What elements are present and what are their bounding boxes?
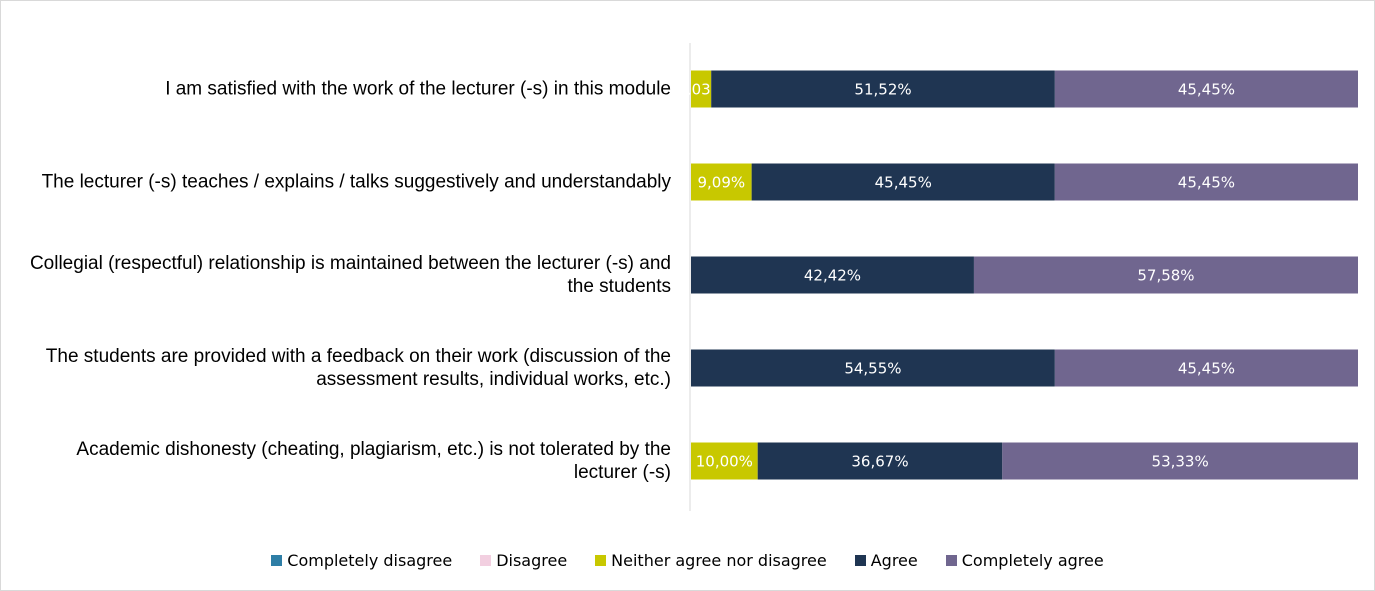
- legend-swatch: [271, 555, 283, 566]
- category-label: I am satisfied with the work of the lect…: [165, 78, 671, 100]
- legend-swatch: [480, 555, 492, 566]
- legend-item: Agree: [854, 551, 918, 570]
- category-label: The lecturer (-s) teaches / explains / t…: [41, 171, 671, 193]
- value-label: 57,58%: [1137, 267, 1194, 285]
- legend-item: Completely disagree: [271, 551, 452, 570]
- bar-segment: [1054, 70, 1358, 108]
- bar-segment: [691, 70, 712, 108]
- value-label: 10,00%: [696, 453, 753, 471]
- bar-segment: [751, 163, 1055, 201]
- category-label: The students are provided with a feedbac…: [45, 346, 671, 390]
- legend-swatch: [595, 555, 607, 566]
- category-label: Collegial (respectful) relationship is m…: [29, 253, 671, 297]
- legend-item: Completely agree: [945, 551, 1104, 570]
- bar-segment: [691, 256, 974, 294]
- bar-segment: [1054, 349, 1358, 387]
- value-label: 42,42%: [804, 267, 861, 285]
- bar-segment: [1054, 163, 1358, 201]
- legend-label: Disagree: [496, 551, 568, 570]
- value-label: 36,67%: [851, 453, 908, 471]
- category-label: Academic dishonesty (cheating, plagiaris…: [76, 439, 671, 483]
- legend-item: Neither agree nor disagree: [595, 551, 827, 570]
- bar-segment: [1002, 442, 1358, 480]
- legend-label: Agree: [870, 551, 918, 570]
- value-label: 45,45%: [1178, 360, 1235, 378]
- value-label: 53,33%: [1152, 453, 1209, 471]
- bar-segment: [691, 442, 758, 480]
- legend-label: Completely disagree: [287, 551, 453, 570]
- legend: Completely disagree Disagree Neither agree…: [1, 551, 1374, 570]
- value-label: 54,55%: [844, 360, 901, 378]
- legend-swatch: [945, 555, 957, 566]
- value-label: 9,09%: [697, 174, 745, 192]
- legend-label: Completely agree: [961, 551, 1104, 570]
- legend-label: Neither agree nor disagree: [611, 551, 827, 570]
- bar-segment: [691, 163, 752, 201]
- bar-segment: [711, 70, 1055, 108]
- legend-swatch: [854, 555, 866, 566]
- value-label: 45,45%: [1178, 81, 1235, 99]
- value-label: 51,52%: [854, 81, 911, 99]
- bar-segment: [973, 256, 1358, 294]
- bar-segment: [691, 349, 1055, 387]
- legend-item: Disagree: [480, 551, 567, 570]
- value-label: 45,45%: [1178, 174, 1235, 192]
- value-label: 45,45%: [875, 174, 932, 192]
- bar-segment: [757, 442, 1003, 480]
